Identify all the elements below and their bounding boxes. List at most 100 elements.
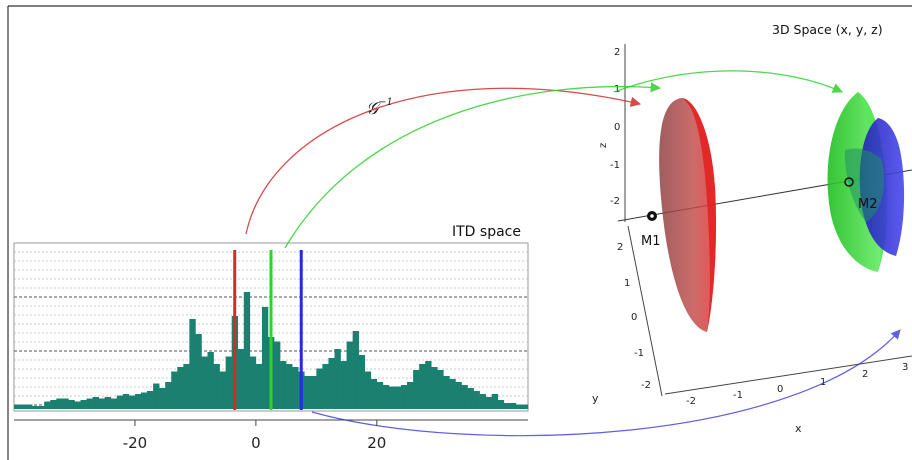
histogram-bar <box>32 406 39 409</box>
histogram-bar <box>68 400 75 409</box>
z-tick-label: 0 <box>614 122 620 133</box>
histogram-bar <box>249 356 257 409</box>
histogram-bar <box>286 364 293 409</box>
histogram-bar <box>104 397 112 409</box>
microphone-m2-label: M2 <box>858 197 878 212</box>
histogram-bar <box>425 361 432 409</box>
histogram-bar <box>50 400 57 409</box>
red-hyperboloid-edge <box>682 98 717 332</box>
histogram-bar <box>328 358 335 409</box>
z-tick-label: -1 <box>610 160 620 171</box>
histogram-bar <box>503 403 511 409</box>
histogram-bar <box>56 398 63 409</box>
histogram-bar <box>497 400 505 409</box>
histogram-bar <box>346 341 353 409</box>
histogram-bar <box>20 404 27 409</box>
histogram-bar <box>134 394 142 409</box>
x-axis-label: x <box>795 422 802 435</box>
histogram-bar <box>237 349 245 409</box>
histogram-bar <box>455 382 462 409</box>
y-tick-label: 2 <box>617 242 623 253</box>
histogram-bar <box>449 379 456 409</box>
mapping-arrows: 𝒢−1 <box>245 70 901 437</box>
itd-markers <box>233 250 303 410</box>
histogram-bar <box>340 361 347 409</box>
space3d-panel: 3D Space (x, y, z) 2 1 0 -1 -2 z 2 1 0 -… <box>592 22 912 435</box>
z-axis-label: z <box>598 143 609 148</box>
histogram-bar <box>370 379 378 409</box>
histogram-bar <box>274 341 281 409</box>
histogram-bar <box>171 371 178 409</box>
green-mapping-arrow-lower <box>284 82 662 249</box>
z-tick-label: -2 <box>610 196 620 207</box>
y-ticks: 2 1 0 -1 -2 <box>617 242 651 391</box>
histogram-bar <box>515 404 523 409</box>
histogram-bar <box>322 364 329 409</box>
histogram-bar <box>177 367 184 409</box>
itd-histogram <box>14 292 529 409</box>
histogram-bar <box>509 403 517 409</box>
x-tick-label: -1 <box>733 390 743 401</box>
green-mapping-arrow-upper <box>613 70 843 93</box>
histogram-bar <box>401 385 408 409</box>
x-tick-label: -2 <box>686 396 696 407</box>
histogram-bar <box>153 383 160 409</box>
histogram-bar <box>316 368 323 409</box>
x-axis <box>664 355 912 395</box>
histogram-bar <box>159 388 166 409</box>
histogram-bar <box>225 356 232 409</box>
histogram-bar <box>388 386 396 409</box>
overlap-region <box>844 148 885 222</box>
histogram-bar <box>207 352 214 409</box>
red-mapping-arrow <box>245 87 642 235</box>
histogram-bar <box>92 397 99 409</box>
histogram-bar <box>255 364 263 409</box>
histogram-bar <box>26 404 33 409</box>
histogram-bar <box>98 398 106 409</box>
histogram-bar <box>116 395 124 409</box>
x-tick-label: 3 <box>902 362 908 373</box>
y-tick-label: 1 <box>624 278 630 289</box>
x-tick-label: 1 <box>820 377 826 388</box>
histogram-bar <box>334 349 341 409</box>
histogram-bar <box>473 391 480 409</box>
histogram-bar <box>122 394 130 409</box>
itd-x-tick-label: 20 <box>367 434 386 452</box>
microphone-m1-center <box>650 214 654 218</box>
histogram-bar <box>419 364 426 409</box>
itd-space-title: ITD space <box>452 224 521 240</box>
histogram-bar <box>86 398 93 409</box>
itd-x-tick-label: 0 <box>251 434 261 452</box>
histogram-bar <box>443 376 450 409</box>
histogram-bar <box>128 395 136 409</box>
histogram-bar <box>521 404 529 409</box>
itd-x-ticks: -20 0 20 <box>123 420 386 452</box>
blue-mapping-arrow <box>311 329 901 437</box>
histogram-bar <box>304 376 311 409</box>
histogram-bar <box>44 401 51 409</box>
histogram-bar <box>413 370 420 409</box>
histogram-bar <box>292 367 299 409</box>
y-tick-label: -2 <box>641 380 651 391</box>
histogram-bar <box>183 364 190 409</box>
histogram-bar <box>394 386 402 409</box>
itd-panel: -20 0 20 ITD space <box>13 224 529 452</box>
x-tick-label: 0 <box>777 384 783 395</box>
histogram-bar <box>382 385 390 409</box>
histogram-bar <box>376 382 384 409</box>
microphone-m2-marker <box>844 177 854 187</box>
z-tick-label: 1 <box>614 84 620 95</box>
histogram-bar <box>310 376 317 409</box>
histogram-bar <box>467 388 474 409</box>
histogram-bar <box>243 292 251 409</box>
histogram-bar <box>201 356 208 409</box>
microphone-m1-label: M1 <box>641 234 661 249</box>
histogram-bar <box>213 364 220 409</box>
y-tick-label: 0 <box>631 312 637 323</box>
histogram-bar <box>364 371 372 409</box>
histogram-bar <box>165 382 172 409</box>
histogram-bar <box>140 392 148 409</box>
inverse-mapping-symbol: 𝒢−1 <box>366 97 393 119</box>
